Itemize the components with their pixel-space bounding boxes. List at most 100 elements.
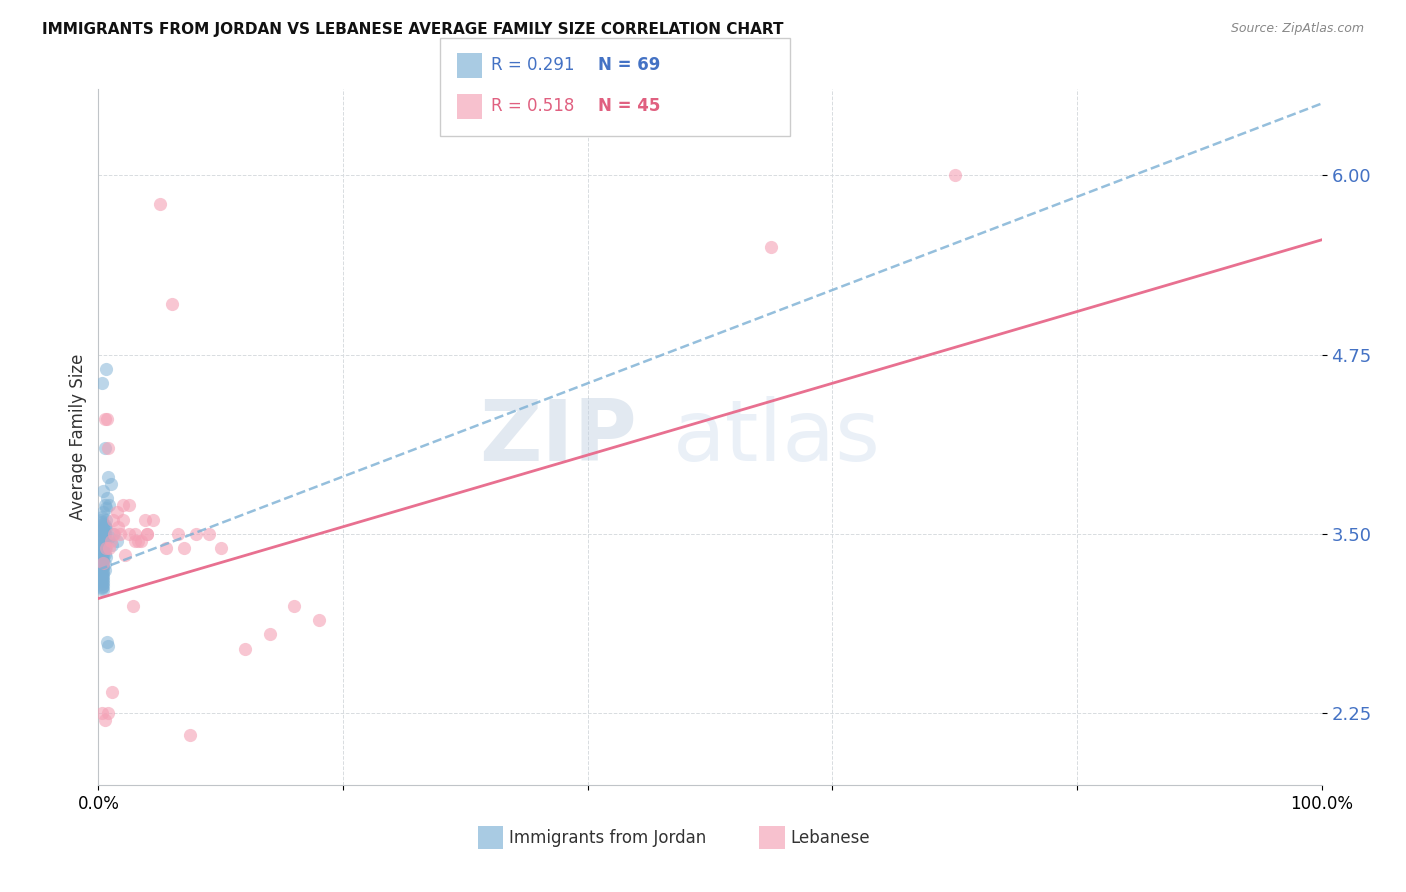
Point: [149, 197, 172, 211]
Point: [91, 540, 114, 554]
Text: Immigrants from Jordan: Immigrants from Jordan: [509, 829, 706, 847]
Point: [118, 498, 141, 512]
Point: [91, 533, 114, 547]
Point: [91, 706, 114, 721]
Point: [91, 553, 114, 567]
Point: [111, 512, 134, 526]
Point: [91, 545, 114, 559]
Point: [121, 599, 143, 613]
Point: [91, 544, 114, 558]
Point: [91, 528, 114, 542]
Point: [283, 599, 305, 613]
Point: [91, 577, 114, 591]
Point: [91, 549, 114, 563]
Point: [91, 524, 114, 538]
Point: [105, 505, 128, 519]
Point: [233, 641, 256, 656]
Point: [105, 534, 128, 549]
Point: [308, 613, 330, 627]
Point: [167, 527, 190, 541]
Point: [186, 527, 208, 541]
Point: [98, 498, 121, 512]
Point: [93, 535, 115, 549]
Point: [91, 567, 114, 582]
Point: [91, 570, 114, 584]
Text: N = 45: N = 45: [598, 97, 659, 115]
Point: [97, 441, 120, 455]
Point: [91, 575, 114, 590]
Point: [94, 541, 117, 556]
Point: [93, 714, 115, 728]
Point: [93, 531, 115, 545]
Point: [91, 530, 114, 544]
Point: [91, 523, 114, 537]
Point: [93, 518, 115, 533]
Point: [97, 639, 120, 653]
Point: [101, 512, 124, 526]
Point: [91, 556, 114, 570]
Point: [91, 566, 114, 580]
Point: [179, 728, 201, 742]
Point: [259, 627, 281, 641]
Point: [160, 297, 183, 311]
Text: N = 69: N = 69: [598, 56, 659, 74]
Point: [124, 527, 146, 541]
Text: Source: ZipAtlas.com: Source: ZipAtlas.com: [1230, 22, 1364, 36]
Point: [118, 527, 141, 541]
Point: [93, 547, 115, 561]
Point: [155, 541, 177, 556]
Point: [91, 574, 114, 589]
Point: [96, 491, 118, 505]
Point: [93, 498, 115, 512]
Point: [91, 560, 114, 574]
Point: [101, 527, 124, 541]
Point: [136, 527, 159, 541]
Point: [98, 541, 121, 556]
Point: [761, 240, 783, 254]
Point: [91, 573, 114, 587]
Point: [173, 541, 195, 556]
Point: [93, 441, 115, 455]
Point: [91, 525, 114, 540]
Text: Lebanese: Lebanese: [790, 829, 870, 847]
Point: [100, 476, 122, 491]
Point: [94, 501, 117, 516]
Point: [91, 537, 114, 551]
Point: [91, 516, 114, 531]
Point: [209, 541, 232, 556]
Point: [94, 512, 117, 526]
Text: R = 0.518: R = 0.518: [491, 97, 574, 115]
Point: [91, 558, 114, 573]
Point: [91, 534, 114, 549]
Point: [91, 564, 114, 578]
Point: [101, 538, 124, 552]
Point: [91, 376, 114, 391]
Point: [91, 582, 114, 597]
Point: [107, 520, 129, 534]
Point: [197, 527, 219, 541]
Point: [91, 509, 114, 524]
Point: [103, 527, 125, 541]
Point: [94, 521, 117, 535]
Point: [96, 634, 118, 648]
Point: [91, 580, 114, 594]
Point: [90, 512, 112, 526]
Point: [111, 498, 134, 512]
Point: [91, 505, 114, 519]
Point: [93, 557, 115, 571]
Point: [124, 534, 146, 549]
Point: [91, 578, 114, 592]
Point: [91, 516, 114, 530]
Point: [97, 706, 120, 721]
Point: [91, 554, 114, 568]
Point: [91, 551, 114, 566]
Point: [100, 534, 122, 549]
Point: [110, 527, 132, 541]
Point: [91, 561, 114, 575]
Text: atlas: atlas: [673, 395, 882, 479]
Point: [91, 582, 114, 596]
Point: [93, 520, 115, 534]
Y-axis label: Average Family Size: Average Family Size: [69, 354, 87, 520]
Point: [91, 483, 114, 498]
Point: [134, 512, 156, 526]
